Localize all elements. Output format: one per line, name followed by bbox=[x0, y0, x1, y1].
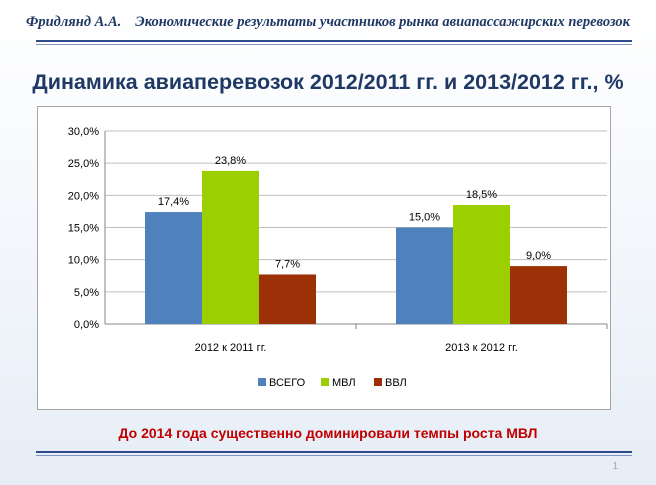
data-label: 7,7% bbox=[275, 258, 300, 270]
data-label: 9,0% bbox=[526, 250, 551, 262]
footer-divider-thin bbox=[36, 455, 632, 456]
data-label: 17,4% bbox=[158, 196, 189, 208]
x-tick-label: 2012 к 2011 гг. bbox=[195, 342, 267, 354]
x-tick-label: 2013 к 2012 гг. bbox=[445, 342, 518, 354]
page-number: 1 bbox=[612, 461, 618, 472]
y-tick-label: 5,0% bbox=[74, 287, 99, 299]
bar-ВСЕГО bbox=[396, 227, 453, 324]
header-author: Фридлянд А.А. bbox=[26, 14, 122, 30]
data-label: 15,0% bbox=[409, 212, 440, 224]
slide-title: Динамика авиаперевозок 2012/2011 гг. и 2… bbox=[32, 70, 624, 94]
conclusion-text: До 2014 года существенно доминировали те… bbox=[118, 425, 538, 441]
y-tick-label: 0,0% bbox=[74, 319, 99, 331]
bar-МВЛ bbox=[202, 170, 259, 324]
legend-swatch bbox=[258, 378, 266, 386]
y-tick-label: 25,0% bbox=[68, 158, 99, 170]
legend-label: МВЛ bbox=[332, 377, 356, 389]
y-tick-label: 20,0% bbox=[68, 190, 99, 202]
bar-МВЛ bbox=[453, 204, 510, 324]
header-divider bbox=[36, 40, 632, 42]
y-tick-label: 30,0% bbox=[68, 126, 99, 138]
chart-container: 0,0% 5,0% 10,0% 15,0% 20,0% 25,0% 30,0% 17,4% 23… bbox=[37, 106, 611, 410]
legend-swatch bbox=[321, 378, 329, 386]
header-divider-thin bbox=[36, 44, 632, 45]
bar-chart: 0,0% 5,0% 10,0% 15,0% 20,0% 25,0% 30,0% 17,4% 23… bbox=[68, 126, 608, 389]
bar-ВСЕГО bbox=[145, 212, 202, 324]
data-label: 18,5% bbox=[466, 189, 497, 201]
legend-swatch bbox=[374, 378, 382, 386]
slide-header: Фридлянд А.А. Экономические результаты уч… bbox=[0, 14, 656, 31]
bar-ВВЛ bbox=[259, 274, 316, 324]
y-tick-label: 10,0% bbox=[68, 255, 99, 267]
y-tick-label: 15,0% bbox=[68, 223, 99, 235]
legend-label: ВСЕГО bbox=[269, 377, 306, 389]
data-label: 23,8% bbox=[215, 155, 246, 167]
legend-label: ВВЛ bbox=[385, 377, 407, 389]
header-subject: Экономические результаты участников рынк… bbox=[135, 14, 630, 30]
footer-divider bbox=[36, 451, 632, 453]
bar-ВВЛ bbox=[510, 266, 567, 324]
